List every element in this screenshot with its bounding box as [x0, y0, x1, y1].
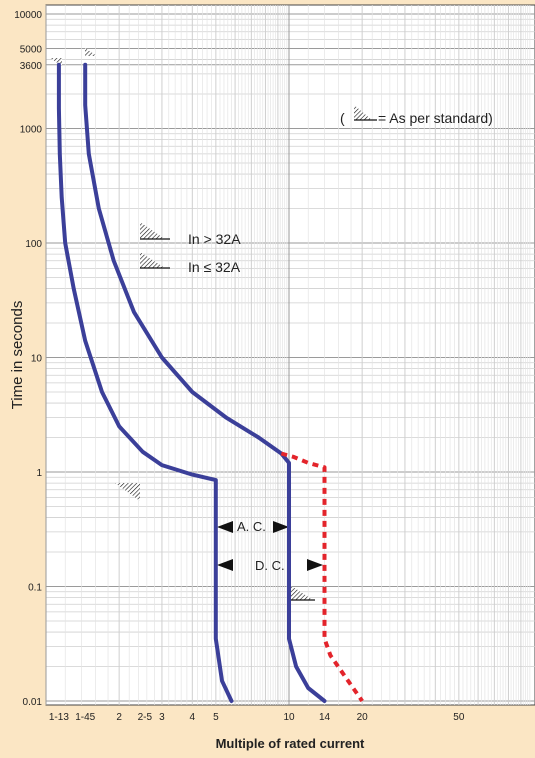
annotation-in-gt-32a: In > 32A — [188, 231, 241, 247]
x-tick-label: 5 — [213, 712, 219, 723]
ac-left-arrow — [217, 521, 233, 533]
y-tick-label: 5000 — [20, 44, 43, 55]
x-tick-label: 20 — [357, 712, 369, 723]
x-tick-label: 10 — [283, 712, 295, 723]
x-tick-label: 3 — [159, 712, 165, 723]
hatch-icon — [140, 222, 165, 239]
standard-markers — [50, 48, 377, 601]
y-tick-label: 3600 — [20, 61, 43, 72]
ac-right-arrow — [273, 521, 289, 533]
x-tick-label: 2 — [116, 712, 122, 723]
hatch-icon — [115, 483, 140, 501]
y-tick-label: 1000 — [20, 125, 43, 136]
annotation-dc: D. C. — [255, 558, 285, 573]
annotation-legend-open: ( — [340, 110, 345, 126]
x-tick-label: 14 — [319, 712, 331, 723]
y-ticks: 10000 5000 3600 1000 100 10 1 0.1 0.01 — [14, 10, 42, 708]
y-axis-label: Time in seconds — [9, 301, 26, 410]
annotation-legend-text: = As per standard) — [378, 110, 493, 126]
x-tick-label: 2-5 — [138, 712, 153, 723]
x-tick-label: 50 — [453, 712, 465, 723]
y-tick-label: 100 — [25, 239, 42, 250]
dc-right-arrow — [307, 559, 323, 571]
series-line-1 — [83, 62, 327, 703]
series-line-2 — [280, 451, 364, 703]
x-tick-label: 1-45 — [75, 712, 95, 723]
annotation-in-le-32a: In ≤ 32A — [188, 259, 241, 275]
y-tick-label: 0.01 — [23, 697, 43, 708]
y-tick-label: 10000 — [14, 10, 42, 21]
x-ticks: 1-13 1-45 2 2-5 3 4 5 10 14 20 50 — [49, 712, 465, 723]
hatch-icon — [85, 48, 97, 56]
y-tick-label: 0.1 — [28, 583, 42, 594]
hatch-icon — [290, 585, 313, 600]
x-axis-label: Multiple of rated current — [216, 736, 365, 751]
dc-left-arrow — [217, 559, 233, 571]
series-line-0 — [56, 62, 234, 703]
ac-dc-arrows — [217, 521, 323, 571]
hatch-icon — [354, 105, 372, 120]
annotation-ac: A. C. — [237, 519, 266, 534]
x-tick-label: 4 — [190, 712, 196, 723]
x-tick-label: 1-13 — [49, 712, 69, 723]
hatch-icon — [140, 252, 165, 268]
y-tick-label: 10 — [31, 354, 43, 365]
curves — [56, 62, 364, 703]
y-tick-label: 1 — [36, 468, 42, 479]
